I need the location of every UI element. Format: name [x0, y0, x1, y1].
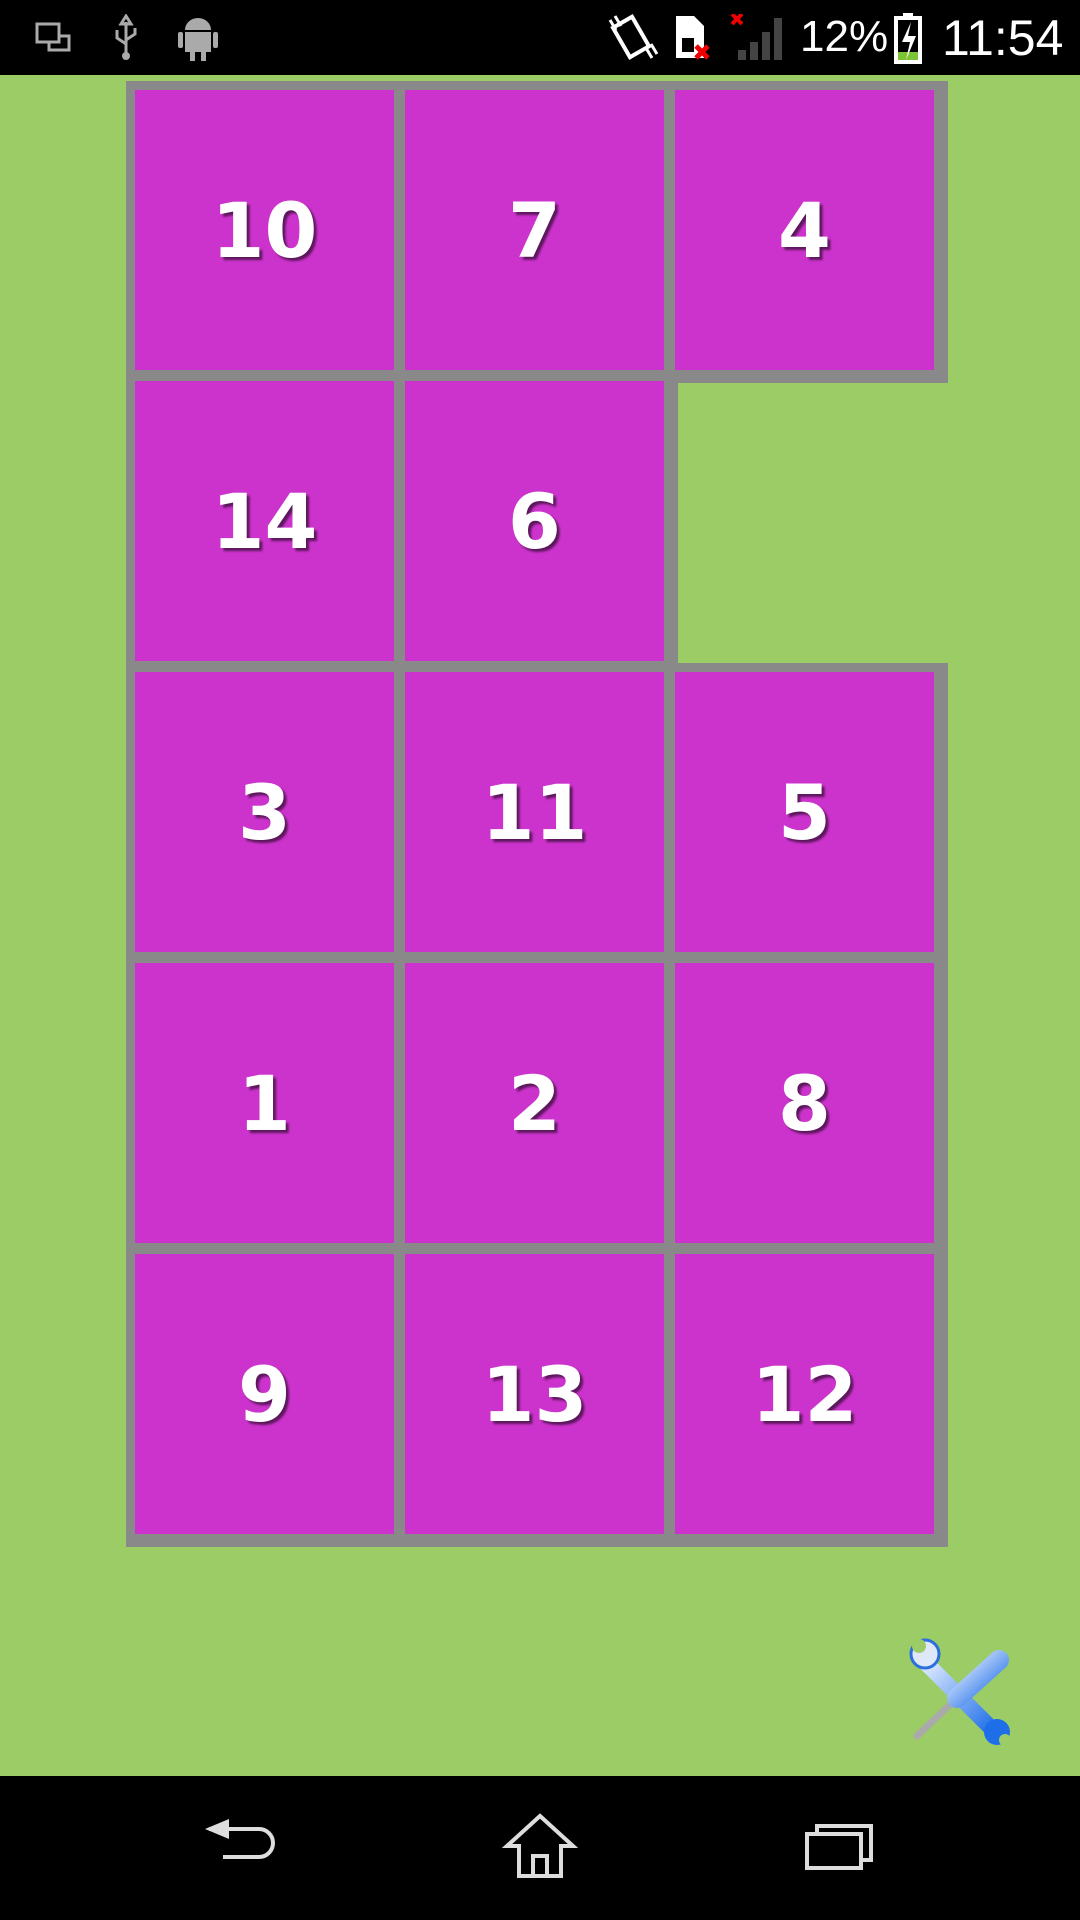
tile-cell: 2	[396, 954, 678, 1256]
tile-cell: 8	[666, 954, 948, 1256]
puzzle-tile[interactable]: 14	[135, 381, 394, 661]
tile-cell: 11	[396, 663, 678, 965]
tools-icon[interactable]	[905, 1632, 1020, 1747]
puzzle-tile[interactable]: 6	[405, 381, 664, 661]
status-bar: 12% 11:54	[0, 0, 1080, 75]
tile-cell: 6	[396, 372, 678, 674]
puzzle-tile[interactable]: 2	[405, 963, 664, 1243]
clock: 11:54	[942, 10, 1064, 66]
recents-icon[interactable]	[795, 1812, 885, 1882]
tile-cell: 7	[396, 81, 678, 383]
tile-cell: 14	[126, 372, 408, 674]
puzzle-tile[interactable]: 10	[135, 90, 394, 370]
screen-mirror-icon	[35, 22, 71, 52]
puzzle-tile[interactable]: 5	[675, 672, 934, 952]
puzzle-tile[interactable]: 13	[405, 1254, 664, 1534]
puzzle-tile[interactable]: 8	[675, 963, 934, 1243]
puzzle-tile[interactable]: 9	[135, 1254, 394, 1534]
signal-none-icon	[730, 14, 782, 60]
navigation-bar	[0, 1776, 1080, 1920]
puzzle-tile[interactable]: 1	[135, 963, 394, 1243]
tile-cell: 13	[396, 1245, 678, 1547]
tile-cell: 5	[666, 663, 948, 965]
tile-cell: 1	[126, 954, 408, 1256]
back-icon[interactable]	[195, 1812, 285, 1882]
tile-cell: 10	[126, 81, 408, 383]
home-icon[interactable]	[495, 1812, 585, 1882]
puzzle-board: 10 7 4 14 6 3 11 5 1 2 8 9 13 12	[0, 75, 1080, 1776]
tile-cell: 9	[126, 1245, 408, 1547]
vibrate-icon	[608, 14, 659, 60]
tile-cell: 4	[666, 81, 948, 383]
battery-percent: 12%	[800, 12, 889, 61]
puzzle-tile[interactable]: 3	[135, 672, 394, 952]
battery-charging-icon	[894, 13, 922, 64]
puzzle-tile[interactable]: 11	[405, 672, 664, 952]
tile-cell: 12	[666, 1245, 948, 1547]
android-icon	[178, 18, 218, 61]
sim-missing-icon	[676, 16, 710, 60]
tile-cell: 3	[126, 663, 408, 965]
puzzle-tile[interactable]: 12	[675, 1254, 934, 1534]
puzzle-tile[interactable]: 4	[675, 90, 934, 370]
puzzle-tile[interactable]: 7	[405, 90, 664, 370]
usb-icon	[115, 14, 137, 60]
